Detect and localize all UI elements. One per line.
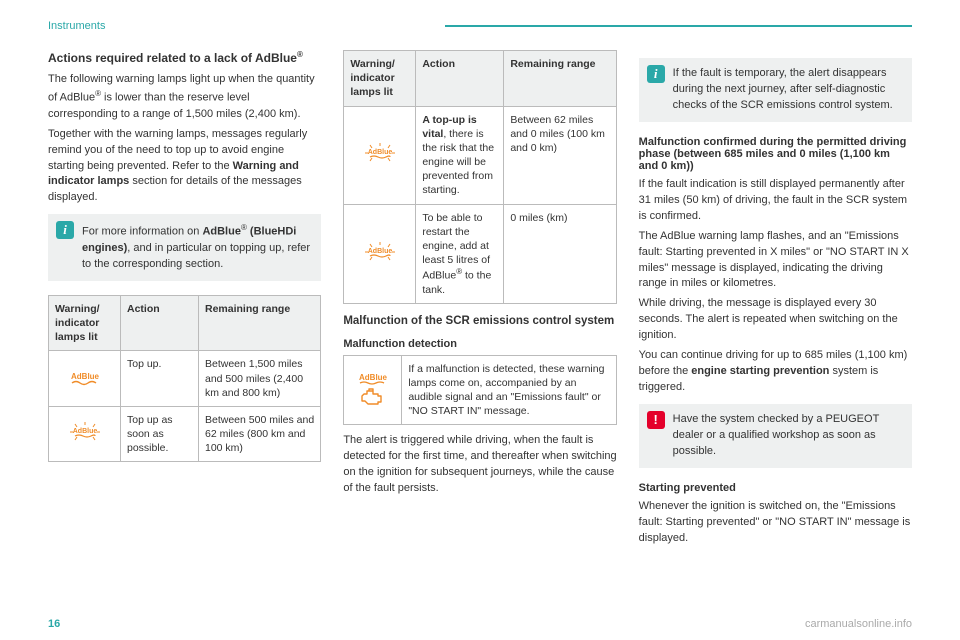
- header-rule: [445, 25, 912, 27]
- watermark: carmanualsonline.info: [805, 618, 912, 630]
- table-malfunction: AdBlue If a malfunction is detected, the…: [343, 355, 616, 426]
- table-row: AdBlue Top up as soon as possible. Betwe…: [49, 406, 321, 462]
- warn-box-workshop: ! Have the system checked by a PEUGEOT d…: [639, 404, 912, 468]
- cell-range: 0 miles (km): [504, 204, 616, 304]
- cell-action: Top up as soon as possible.: [121, 406, 199, 462]
- info-box-temporary: i If the fault is temporary, the alert d…: [639, 58, 912, 122]
- svg-text:AdBlue: AdBlue: [71, 372, 100, 381]
- para-confirmed-3: While driving, the message is displayed …: [639, 296, 912, 344]
- lamp-cell: AdBlue: [344, 355, 402, 425]
- section-title: Instruments: [48, 20, 105, 32]
- th-lamps: Warning/ indicator lamps lit: [344, 51, 416, 107]
- page-header: Instruments: [48, 20, 912, 32]
- lamp-cell: AdBlue: [344, 204, 416, 304]
- table-row: AdBlue A top-up is vital, there is the r…: [344, 106, 616, 204]
- para-confirmed-2: The AdBlue warning lamp flashes, and an …: [639, 229, 912, 293]
- heading-text: Actions required related to a lack of Ad…: [48, 51, 297, 65]
- info-icon: i: [56, 221, 74, 239]
- heading-confirmed: Malfunction confirmed during the permitt…: [639, 136, 912, 172]
- table-row: AdBlue To be able to restart the engine,…: [344, 204, 616, 304]
- heading-sup: ®: [297, 50, 303, 59]
- lamp-cell: AdBlue: [49, 351, 121, 407]
- heading-malfunction: Malfunction of the SCR emissions control…: [343, 314, 616, 330]
- column-3: i If the fault is temporary, the alert d…: [639, 50, 912, 551]
- warn-text: Have the system checked by a PEUGEOT dea…: [673, 413, 879, 457]
- adblue-icon: AdBlue: [356, 372, 390, 386]
- info-icon: i: [647, 65, 665, 83]
- th-action: Action: [121, 295, 199, 351]
- cell-malf-text: If a malfunction is detected, these warn…: [402, 355, 616, 425]
- svg-text:AdBlue: AdBlue: [359, 373, 388, 382]
- heading-actions: Actions required related to a lack of Ad…: [48, 50, 321, 66]
- lamp-cell: AdBlue: [344, 106, 416, 204]
- page-number: 16: [48, 618, 60, 630]
- info-text: If the fault is temporary, the alert dis…: [673, 67, 893, 111]
- adblue-flash-icon: AdBlue: [360, 143, 400, 167]
- table-row: AdBlue Top up. Between 1,500 miles and 5…: [49, 351, 321, 407]
- th-lamps: Warning/ indicator lamps lit: [49, 295, 121, 351]
- cell-action: To be able to restart the engine, add at…: [416, 204, 504, 304]
- svg-text:AdBlue: AdBlue: [72, 428, 97, 435]
- cell-action: A top-up is vital, there is the risk tha…: [416, 106, 504, 204]
- table-range-2: Warning/ indicator lamps lit Action Rema…: [343, 50, 616, 304]
- cell-range: Between 500 miles and 62 miles (800 km a…: [199, 406, 321, 462]
- warn-icon: !: [647, 411, 665, 429]
- svg-text:AdBlue: AdBlue: [368, 149, 393, 156]
- adblue-icon: AdBlue: [68, 370, 102, 388]
- cell-action: Top up.: [121, 351, 199, 407]
- para-confirmed-4: You can continue driving for up to 685 m…: [639, 348, 912, 396]
- th-range: Remaining range: [199, 295, 321, 351]
- table-row: AdBlue If a malfunction is detected, the…: [344, 355, 616, 425]
- engine-icon: [360, 388, 386, 408]
- para-confirmed-1: If the fault indication is still display…: [639, 177, 912, 225]
- para-messages: Together with the warning lamps, message…: [48, 127, 321, 207]
- cell-range: Between 1,500 miles and 500 miles (2,400…: [199, 351, 321, 407]
- info-box-adblue: i For more information on AdBlue® (BlueH…: [48, 214, 321, 280]
- para-prevented: Whenever the ignition is switched on, th…: [639, 499, 912, 547]
- lamp-cell: AdBlue: [49, 406, 121, 462]
- adblue-flash-icon: AdBlue: [360, 242, 400, 266]
- heading-detection: Malfunction detection: [343, 338, 616, 350]
- th-action: Action: [416, 51, 504, 107]
- para-alert-trigger: The alert is triggered while driving, wh…: [343, 433, 616, 497]
- adblue-flash-icon: AdBlue: [65, 422, 105, 446]
- para-warning-lamps: The following warning lamps light up whe…: [48, 72, 321, 122]
- heading-prevented: Starting prevented: [639, 482, 912, 494]
- column-1: Actions required related to a lack of Ad…: [48, 50, 321, 551]
- svg-text:AdBlue: AdBlue: [368, 248, 393, 255]
- column-2: Warning/ indicator lamps lit Action Rema…: [343, 50, 616, 551]
- table-range-1: Warning/ indicator lamps lit Action Rema…: [48, 295, 321, 463]
- th-range: Remaining range: [504, 51, 616, 107]
- cell-range: Between 62 miles and 0 miles (100 km and…: [504, 106, 616, 204]
